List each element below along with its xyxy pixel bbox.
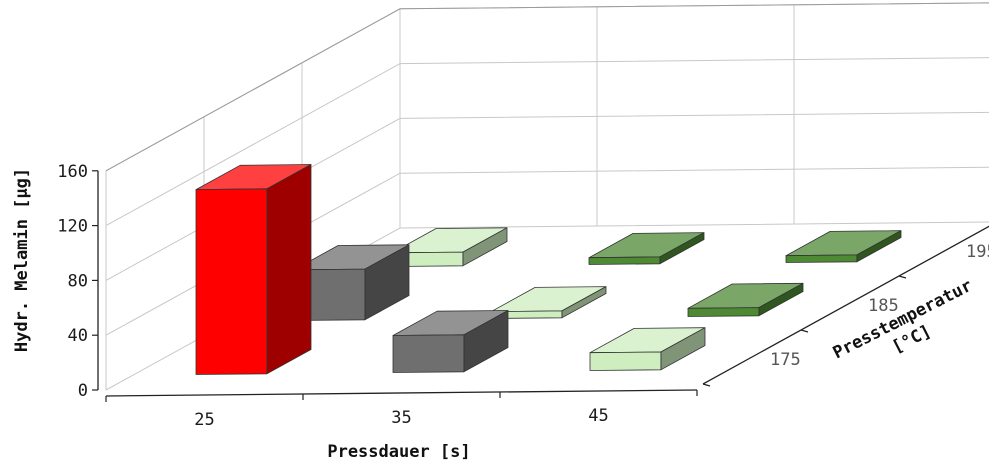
gridline-y-4	[105, 2, 989, 172]
bar-45s-185	[687, 282, 804, 317]
x-axis-label: Pressdauer [s]	[327, 442, 470, 462]
bar-45s-175	[589, 327, 706, 371]
z-tick-2	[898, 275, 907, 279]
x-axis-line	[105, 389, 698, 397]
bar-25s-175	[195, 164, 312, 375]
z-tick-label-0: 175	[770, 350, 801, 370]
bar-35s-185	[490, 286, 607, 319]
x-tick-label-1: 35	[391, 408, 411, 428]
bar-front	[588, 256, 661, 265]
bar-front	[392, 334, 465, 373]
bar-front	[785, 254, 858, 263]
z-tick-0	[702, 383, 711, 387]
bar-45s-195	[785, 230, 902, 263]
y-tick-label-0: 0	[78, 381, 88, 401]
bar-front	[687, 307, 760, 317]
bar-layer	[195, 164, 902, 375]
y-tick-label-4: 160	[57, 162, 88, 182]
bar-side	[266, 164, 312, 375]
z-tick-label-2: 195	[966, 242, 989, 262]
axis-layer: 0 40 80 120 160 25 35 45 175 185 195	[57, 162, 989, 430]
y-tick-label-2: 80	[68, 271, 88, 291]
bar-25s-195	[391, 227, 508, 267]
x-tick-label-2: 45	[588, 406, 608, 426]
z-tick-label-1: 185	[868, 296, 899, 316]
z-tick-1	[800, 329, 809, 333]
bar-front	[589, 351, 662, 371]
x-tick-label-0: 25	[194, 410, 214, 430]
y-tick-label-1: 40	[68, 326, 88, 346]
bar-front	[195, 188, 268, 375]
bar-35s-195	[588, 232, 705, 265]
bar-35s-175	[392, 310, 509, 373]
wall-frame	[105, 2, 989, 172]
bar-25s-185	[293, 244, 410, 321]
y-axis-label: Hydr. Melamin [µg]	[12, 168, 32, 352]
y-tick-label-3: 120	[57, 217, 88, 237]
z-axis-line	[702, 225, 989, 385]
